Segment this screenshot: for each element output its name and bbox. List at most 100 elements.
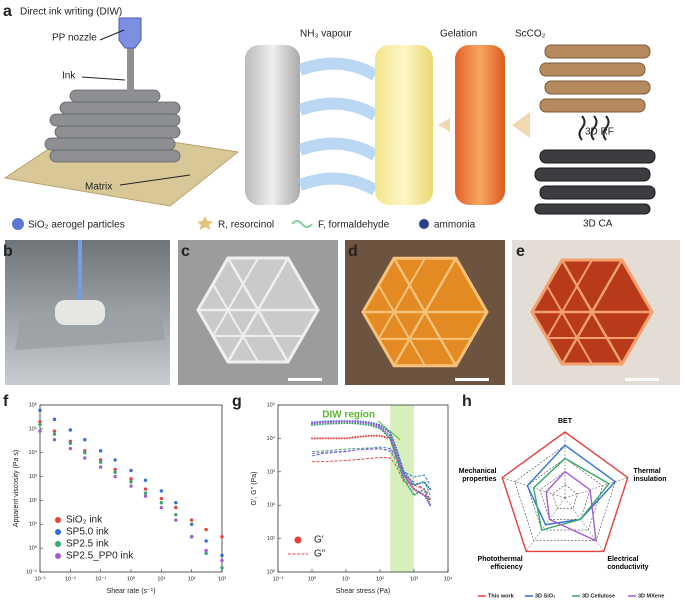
cylinder-gel	[455, 45, 505, 205]
y-tick-label: 10⁴	[29, 449, 38, 456]
pointer	[81, 76, 126, 81]
legend-marker	[294, 536, 302, 544]
x-tick-label: 10⁻²	[65, 576, 76, 582]
data-point	[129, 484, 133, 488]
x-tick-label: 10³	[218, 576, 226, 582]
legend-marker	[55, 529, 61, 535]
ink-filament	[127, 45, 134, 95]
data-point	[143, 494, 148, 498]
lattice-strut	[546, 285, 593, 365]
lattice-strut	[212, 283, 259, 363]
data-point	[52, 432, 57, 436]
data-point	[189, 518, 194, 522]
radar-axis	[564, 497, 604, 552]
data-point	[113, 458, 117, 462]
data-point	[174, 518, 178, 522]
legend-marker	[55, 553, 61, 559]
nozzle	[118, 17, 142, 49]
y-tick-label: 10¹	[267, 536, 275, 542]
data-point	[129, 468, 133, 473]
data-point	[129, 477, 133, 481]
y-tick-label: 10²	[267, 503, 275, 509]
lattice-strut	[546, 259, 593, 339]
data-point	[174, 505, 178, 510]
radar-axis-label: Mechanical properties	[458, 467, 497, 483]
x-tick-label: 10⁻¹	[273, 576, 284, 582]
data-point	[159, 505, 164, 510]
y-tick-label: 10⁶	[29, 401, 37, 408]
label: 3D CA	[583, 219, 613, 230]
annotation-arrow	[377, 420, 401, 441]
lattice-strut	[392, 257, 458, 367]
data-point	[220, 535, 224, 539]
x-tick-label: 10¹	[342, 576, 350, 582]
heat-lines	[578, 115, 610, 141]
data-point	[83, 438, 87, 442]
cylinder-sol	[245, 45, 300, 205]
data-point	[204, 527, 208, 532]
data-point	[129, 480, 133, 484]
data-point	[189, 522, 194, 526]
x-tick-label: 10⁻¹	[95, 576, 106, 582]
legend-label: G''	[314, 549, 326, 560]
data-point	[38, 419, 42, 424]
y-axis-label: Apparent viscosity (Pa s)	[13, 450, 20, 527]
legend-label: 3D SiO₂	[535, 593, 556, 599]
plot-frame	[277, 404, 449, 573]
data-line	[312, 456, 431, 496]
data-point	[52, 417, 57, 422]
legend-label: This work	[488, 593, 515, 599]
panel-label: e	[516, 243, 525, 260]
annotation: DIW region	[322, 410, 375, 421]
data-point	[113, 470, 117, 475]
printed-lattice	[44, 89, 181, 163]
data-line	[311, 421, 432, 507]
data-point	[143, 491, 148, 495]
y-tick-label: 10⁻¹	[26, 569, 37, 575]
label: 3D RF	[585, 127, 614, 138]
data-line	[311, 446, 431, 486]
icon-ammonia	[419, 219, 429, 229]
data-point	[98, 465, 103, 469]
grid-ring	[526, 458, 604, 531]
grid-ring	[514, 444, 616, 542]
data-point	[189, 535, 194, 539]
legend-label: SP2.5_PP0 ink	[66, 551, 134, 562]
data-point	[38, 429, 42, 433]
cylinder-vapour	[375, 45, 433, 205]
pointer	[99, 29, 125, 41]
x-tick-label: 10²	[188, 576, 196, 582]
data-point	[113, 474, 117, 479]
y-tick-label: 10³	[267, 469, 275, 475]
data-point	[204, 548, 208, 553]
radar-axis-label: Thermal insulation	[633, 467, 667, 483]
lattice-strut	[226, 257, 290, 363]
x-tick-label: 10⁴	[444, 575, 453, 582]
lattice-strut	[377, 257, 426, 340]
legend-label: 3D Cellulose	[582, 593, 615, 599]
legend-label: F, formaldehyde	[318, 220, 390, 231]
data-point	[68, 428, 73, 432]
data-point	[204, 551, 208, 556]
data-point	[113, 467, 117, 472]
data-point	[220, 566, 224, 570]
y-tick-label: 10³	[29, 474, 37, 480]
legend-label: SP2.5 ink	[66, 539, 110, 550]
legend-label: SiO₂ ink	[66, 515, 103, 526]
legend-label: SiO₂ aerogel particles	[28, 220, 125, 231]
x-tick-label: 10³	[410, 576, 418, 582]
y-tick-label: 10⁵	[29, 425, 37, 432]
data-point	[220, 558, 224, 563]
y-tick-label: 10⁵	[267, 401, 275, 408]
data-point	[143, 478, 148, 482]
data-line	[311, 447, 431, 496]
data-line	[311, 420, 432, 507]
legend-marker	[55, 541, 61, 547]
scale-bar	[625, 378, 659, 381]
vapour-flow	[297, 57, 378, 196]
icon-wave	[291, 220, 313, 228]
data-point	[83, 451, 87, 455]
x-axis-label: Shear rate (s⁻¹)	[107, 588, 156, 595]
ca-stack	[534, 149, 656, 215]
y-tick-label: 10⁰	[29, 545, 38, 552]
